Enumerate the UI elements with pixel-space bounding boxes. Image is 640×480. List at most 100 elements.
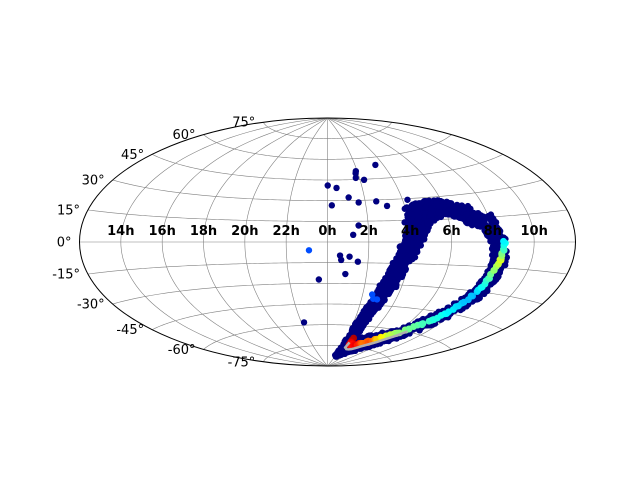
data-point — [466, 216, 473, 224]
ra-tick-label: 20h — [231, 224, 258, 239]
data-point — [490, 248, 497, 255]
ra-tick-label: 22h — [273, 224, 300, 239]
data-point — [424, 199, 431, 206]
data-point — [405, 228, 413, 236]
data-point — [357, 313, 365, 321]
data-point — [463, 211, 470, 218]
dec-tick-label: 30° — [82, 174, 105, 189]
dec-tick-label: 75° — [232, 116, 255, 131]
data-point — [401, 205, 408, 212]
data-point — [368, 291, 376, 298]
data-point — [427, 210, 434, 218]
dec-tick-label: -15° — [52, 268, 80, 283]
ra-tick-label: 14h — [107, 224, 134, 239]
data-point — [342, 270, 349, 278]
data-point — [485, 214, 493, 222]
data-point — [362, 306, 369, 313]
data-point — [393, 271, 400, 278]
data-point — [404, 240, 411, 247]
track-point — [467, 292, 475, 300]
data-point — [450, 204, 458, 212]
data-point — [352, 167, 360, 175]
data-point — [383, 202, 391, 210]
data-point — [349, 231, 357, 238]
data-point — [407, 234, 415, 241]
data-point — [399, 271, 407, 278]
data-point — [417, 205, 424, 212]
data-point — [372, 161, 379, 169]
dec-tick-label: -45° — [116, 323, 144, 338]
data-point — [315, 276, 323, 283]
parallel-line — [112, 179, 543, 201]
data-point — [489, 256, 497, 264]
parallel-line — [263, 345, 392, 362]
data-point — [415, 214, 423, 221]
ra-tick-label: 6h — [442, 224, 460, 239]
data-point — [373, 296, 381, 303]
dec-tick-label: -75° — [228, 355, 256, 370]
data-point — [381, 277, 389, 285]
data-point — [419, 224, 427, 231]
data-point — [346, 253, 353, 260]
dec-tick-label: 60° — [172, 128, 195, 143]
data-point — [495, 273, 502, 280]
data-point — [437, 203, 445, 210]
data-point — [407, 251, 415, 258]
data-point — [336, 252, 344, 259]
track-point — [419, 320, 427, 327]
ra-tick-label: 8h — [484, 224, 502, 239]
data-point — [480, 218, 488, 226]
data-point — [456, 214, 464, 221]
scatter-points — [300, 161, 511, 360]
parallel-line — [203, 134, 452, 160]
data-point — [404, 214, 412, 221]
data-point — [488, 222, 496, 230]
data-point — [381, 287, 389, 295]
data-point — [427, 220, 434, 227]
ra-tick-label: 10h — [521, 224, 548, 239]
parallel-line — [152, 154, 503, 181]
data-point — [414, 241, 421, 248]
ra-tick-label: 18h — [190, 224, 217, 239]
data-point — [333, 184, 340, 192]
dec-tick-label: -60° — [168, 343, 196, 358]
data-point — [444, 208, 452, 215]
data-point — [358, 319, 365, 327]
data-point — [446, 199, 453, 207]
data-point — [492, 236, 500, 244]
dec-tick-label: 0° — [57, 236, 72, 251]
data-point — [386, 284, 393, 292]
parallel-line — [203, 324, 452, 350]
data-point — [389, 259, 397, 267]
ra-tick-label: 0h — [318, 224, 336, 239]
data-point — [422, 204, 429, 211]
data-point — [490, 231, 498, 238]
data-point — [300, 319, 308, 326]
data-point — [345, 194, 352, 201]
parallel-line — [263, 122, 392, 139]
data-point — [328, 202, 336, 209]
data-point — [464, 202, 472, 210]
data-point — [337, 347, 345, 354]
dec-tick-label: -30° — [77, 298, 105, 313]
dec-tick-label: 45° — [121, 148, 144, 163]
data-point — [399, 247, 407, 254]
data-point — [324, 182, 331, 189]
data-point — [305, 247, 313, 254]
data-point — [435, 209, 442, 216]
data-point — [354, 258, 362, 265]
data-point — [355, 199, 362, 206]
ra-tick-label: 16h — [149, 224, 176, 239]
ra-tick-label: 4h — [401, 224, 419, 239]
data-point — [373, 198, 380, 205]
data-point — [352, 319, 360, 327]
data-point — [403, 256, 410, 263]
dec-tick-label: 15° — [57, 203, 80, 218]
data-point — [476, 213, 484, 220]
data-point — [413, 231, 420, 238]
data-point — [349, 325, 356, 332]
data-point — [360, 176, 368, 184]
ra-tick-label: 2h — [360, 224, 378, 239]
data-point — [404, 196, 411, 203]
